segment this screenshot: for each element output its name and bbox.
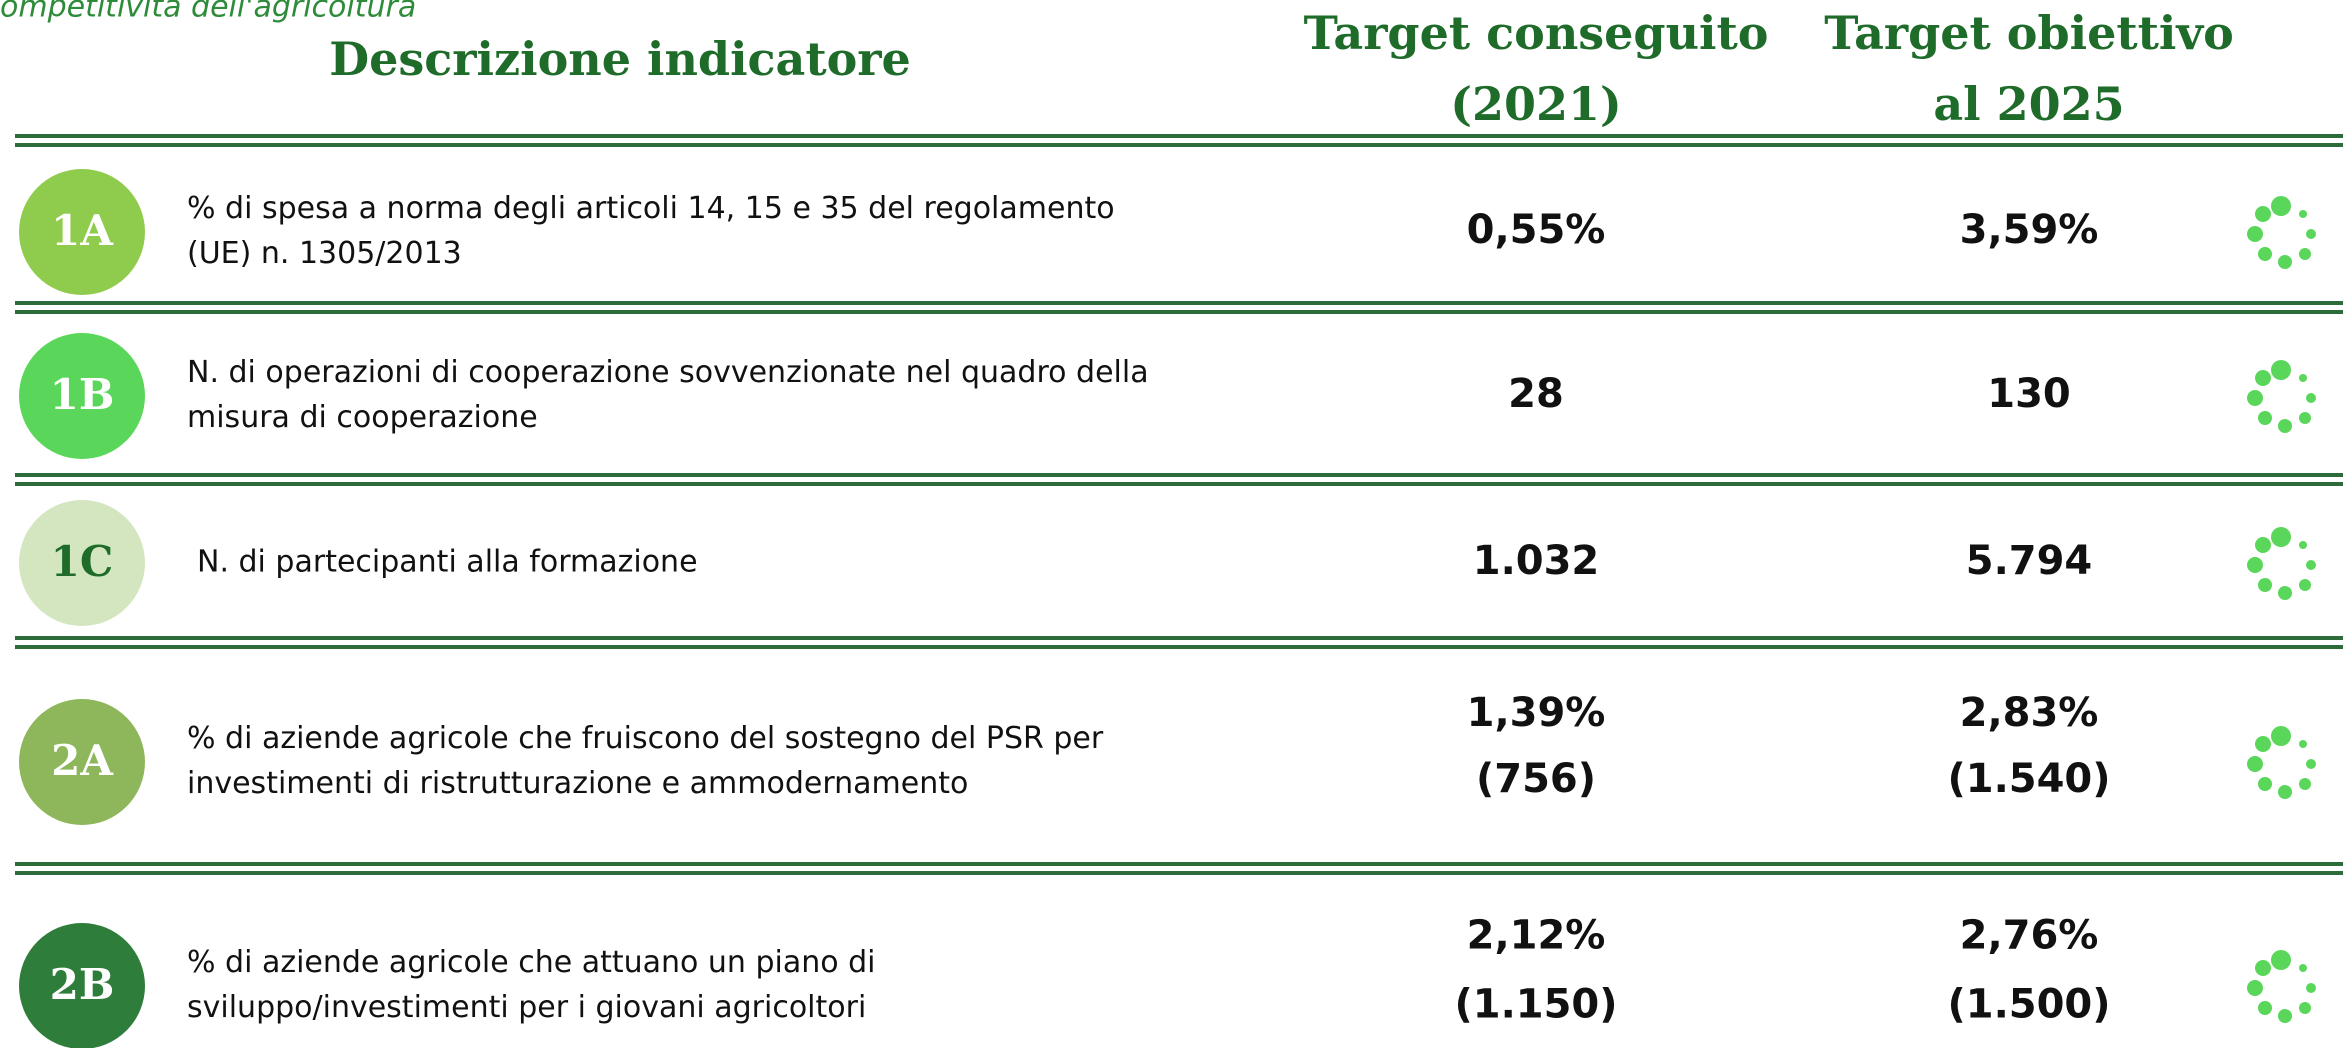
spinner-dot (2258, 411, 2272, 425)
badge (19, 923, 145, 1048)
spinner-dot (2247, 390, 2263, 406)
spinner-dot (2271, 360, 2291, 380)
spinner-dot (2306, 759, 2316, 769)
spinner-dot (2258, 578, 2272, 592)
column-header: (2021) (1450, 77, 1622, 131)
description: N. di partecipanti alla formazione (197, 545, 698, 580)
spinner-dot (2299, 579, 2311, 591)
value: 2,76% (1960, 913, 2099, 959)
spinner-dot (2278, 785, 2292, 799)
spinner-dot (2255, 370, 2271, 386)
spinner-dot (2299, 778, 2311, 790)
spinner-dot (2306, 560, 2316, 570)
badge-label: 1C (51, 537, 114, 586)
badge-label: 2B (50, 960, 115, 1009)
spinner-dot (2247, 980, 2263, 996)
value: (756) (1476, 756, 1596, 802)
description: misura di cooperazione (187, 400, 538, 435)
badge-label: 1A (51, 206, 114, 255)
description: % di aziende agricole che attuano un pia… (187, 945, 876, 980)
badge (19, 699, 145, 825)
spinner-dot (2278, 586, 2292, 600)
column-header: Target obiettivo (1824, 6, 2234, 60)
spinner-dot (2271, 196, 2291, 216)
value: 1,39% (1467, 690, 1606, 736)
spinner-dot (2299, 1002, 2311, 1014)
description: (UE) n. 1305/2013 (187, 236, 462, 271)
spinner-dot (2306, 983, 2316, 993)
badge-label: 1B (50, 370, 115, 419)
value: 28 (1508, 371, 1564, 417)
spinner-dot (2271, 527, 2291, 547)
spinner-dot (2299, 210, 2307, 218)
value: (1.150) (1454, 982, 1617, 1028)
spinner-dot (2255, 206, 2271, 222)
spinner-dot (2271, 726, 2291, 746)
value: 130 (1987, 371, 2071, 417)
value: 3,59% (1960, 207, 2099, 253)
badge (19, 500, 145, 626)
description: N. di operazioni di cooperazione sovvenz… (187, 355, 1149, 390)
spinner-dot (2278, 419, 2292, 433)
spinner-dot (2271, 950, 2291, 970)
value: (1.500) (1947, 982, 2110, 1028)
spinner-dot (2278, 255, 2292, 269)
spinner-dot (2299, 964, 2307, 972)
spinner-dot (2306, 393, 2316, 403)
badge-label: 2A (51, 736, 114, 785)
spinner-dot (2299, 412, 2311, 424)
spinner-dot (2299, 740, 2307, 748)
value: 2,83% (1960, 690, 2099, 736)
spinner-dot (2258, 1001, 2272, 1015)
badge (19, 333, 145, 459)
spinner-dot (2306, 229, 2316, 239)
spinner-dot (2258, 247, 2272, 261)
spinner-dot (2299, 541, 2307, 549)
spinner-dot (2255, 537, 2271, 553)
column-header: al 2025 (1933, 77, 2124, 131)
value: 0,55% (1467, 207, 1606, 253)
spinner-dot (2258, 777, 2272, 791)
spinner-dot (2299, 374, 2307, 382)
section-title: ompetitività dell'agricoltura (0, 0, 416, 25)
spinner-dot (2278, 1009, 2292, 1023)
spinner-dot (2247, 226, 2263, 242)
spinner-dot (2255, 736, 2271, 752)
value: (1.540) (1947, 756, 2110, 802)
value: 1.032 (1473, 538, 1600, 584)
value: 5.794 (1966, 538, 2093, 584)
description: sviluppo/investimenti per i giovani agri… (187, 990, 866, 1025)
value: 2,12% (1467, 913, 1606, 959)
spinner-dot (2255, 960, 2271, 976)
spinner-dot (2299, 248, 2311, 260)
badge (19, 169, 145, 295)
description: % di aziende agricole che fruiscono del … (187, 721, 1104, 756)
column-header: Target conseguito (1304, 6, 1769, 60)
description: investimenti di ristrutturazione e ammod… (187, 766, 968, 801)
spinner-dot (2247, 756, 2263, 772)
description: % di spesa a norma degli articoli 14, 15… (187, 191, 1115, 226)
column-header: Descrizione indicatore (329, 32, 911, 86)
spinner-dot (2247, 557, 2263, 573)
